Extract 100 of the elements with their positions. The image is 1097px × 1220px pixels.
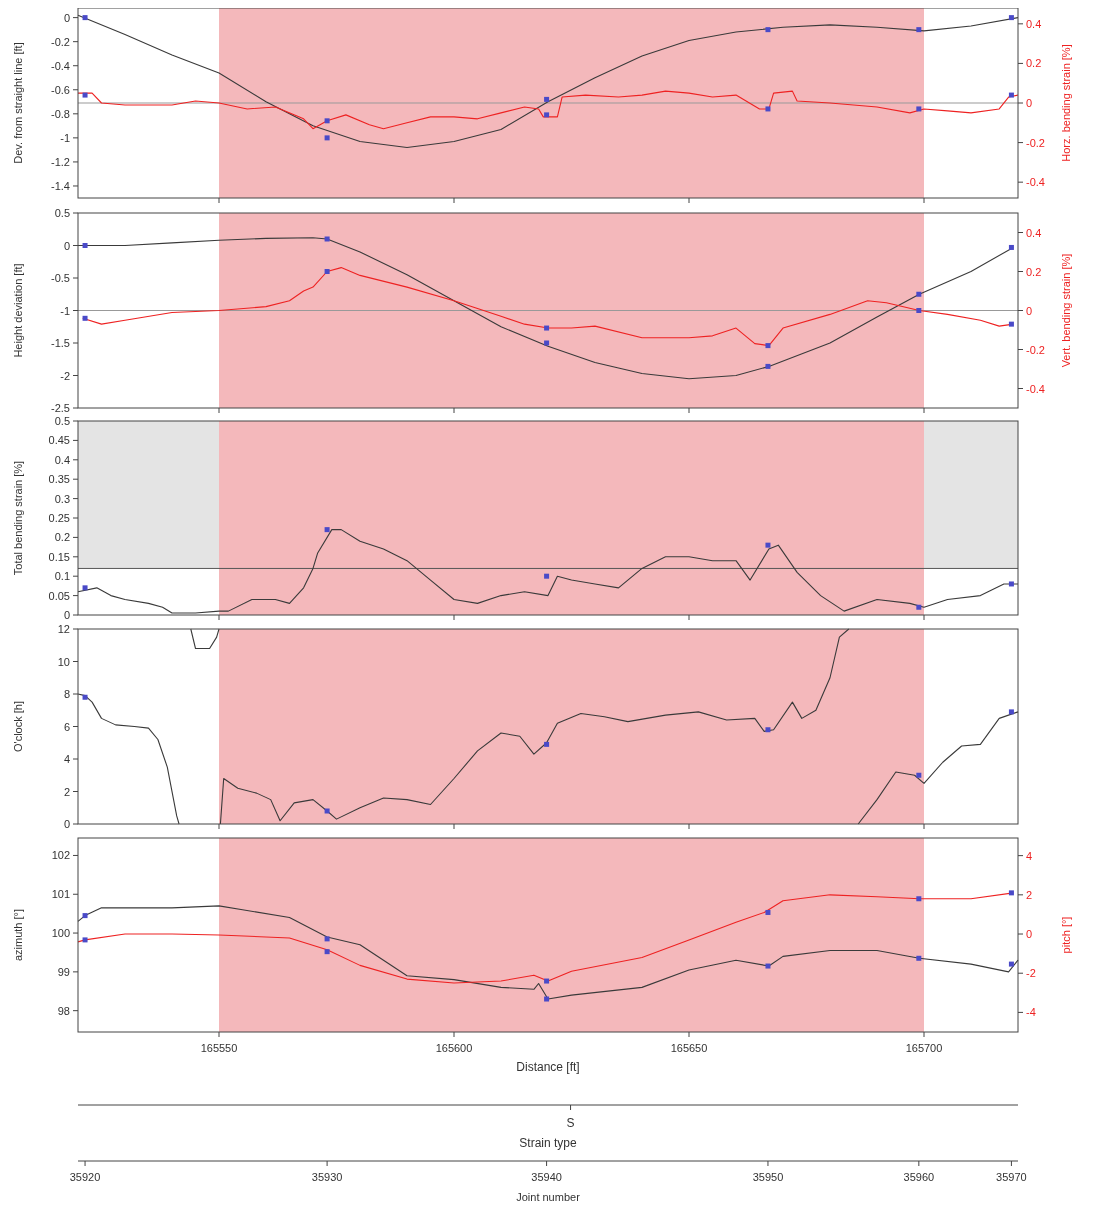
x-tick-label: 165600 (435, 1042, 473, 1054)
y-tick-label: -1.4 (51, 179, 70, 192)
point (765, 27, 771, 33)
annotation: 35920 (69, 1171, 101, 1183)
point (544, 325, 550, 331)
y-tick-label: -0.8 (51, 107, 70, 120)
point (82, 243, 88, 248)
point (324, 949, 330, 955)
point (765, 909, 771, 915)
point (916, 27, 922, 33)
y2-tick-label: 0 (1026, 304, 1033, 317)
x-tick-label: 165650 (670, 1042, 708, 1054)
annotation: S (566, 1116, 575, 1130)
y-tick-label: -1.5 (51, 337, 70, 349)
point (82, 585, 88, 591)
point (544, 112, 550, 118)
annotation: 35940 (531, 1171, 562, 1183)
y-tick-label: 100 (51, 927, 70, 940)
point (916, 308, 922, 313)
y-tick-label: 0.05 (48, 589, 70, 602)
y-tick-label: 8 (63, 688, 70, 700)
y-axis-title: Total bending strain [%] (12, 460, 24, 576)
y2-tick-label: -4 (1026, 1006, 1036, 1019)
y2-tick-label: -0.4 (1026, 176, 1045, 189)
y-tick-label: 0.2 (54, 531, 70, 544)
y-tick-label: -2 (60, 369, 70, 382)
point (765, 727, 771, 733)
point (765, 542, 771, 548)
y-tick-label: 0 (63, 818, 70, 830)
y2-tick-label: 0.4 (1026, 226, 1042, 239)
annotation: 35960 (903, 1171, 935, 1183)
point (82, 92, 88, 98)
point (544, 741, 550, 747)
point (324, 936, 330, 942)
point (1008, 961, 1014, 967)
annotation: 35970 (996, 1171, 1027, 1183)
y-tick-label: 0.4 (54, 453, 70, 466)
text: Strain type (519, 1136, 577, 1150)
point (324, 527, 330, 533)
y2-tick-label: 2 (1026, 888, 1033, 901)
y-tick-label: 0.45 (48, 434, 70, 447)
point (1008, 244, 1014, 250)
y-tick-label: 4 (63, 753, 70, 765)
y-tick-label: 101 (51, 888, 70, 901)
y-tick-label: 0.1 (54, 570, 70, 583)
y-tick-label: 99 (57, 965, 70, 978)
y-tick-label: -1 (60, 131, 70, 144)
y-tick-label: 0.5 (54, 415, 70, 427)
y2-tick-label: 0.2 (1026, 265, 1042, 278)
y-axis-title: Height deviation [ft] (12, 263, 24, 358)
point (916, 604, 922, 610)
point (765, 343, 771, 349)
y-tick-label: 0 (63, 11, 70, 24)
point (324, 269, 330, 274)
point (324, 236, 330, 242)
y-tick-label: -1 (60, 304, 70, 317)
y-tick-label: 2 (63, 785, 70, 798)
y-tick-label: -1.2 (51, 155, 70, 168)
point (82, 694, 88, 700)
annotation: 35930 (311, 1171, 343, 1183)
y-tick-label: 0 (63, 239, 70, 252)
y-tick-label: 102 (51, 849, 70, 862)
x-tick-label: 165700 (905, 1042, 943, 1054)
y-axis-title: O'clock [h] (12, 700, 24, 753)
y-tick-label: -2.5 (51, 402, 70, 414)
y-tick-label: 10 (57, 655, 70, 668)
point (82, 15, 88, 21)
point (916, 291, 922, 297)
y-axis-title: Dev. from straight line [ft] (12, 42, 24, 164)
y-tick-label: -0.6 (51, 83, 70, 96)
point (1008, 709, 1014, 715)
y-axis-title: azimuth [°] (12, 908, 24, 962)
point (82, 937, 88, 943)
y2-tick-label: 0 (1026, 97, 1033, 109)
y2-tick-label: 0 (1026, 928, 1033, 941)
point (544, 573, 550, 579)
y2-tick-label: -2 (1026, 967, 1036, 980)
y2-axis-title: Horz. bending strain [%] (1060, 44, 1072, 162)
point (765, 106, 771, 112)
point (765, 363, 771, 369)
point (82, 913, 88, 919)
y2-axis-title: pitch [°] (1060, 916, 1072, 954)
y-tick-label: 0.25 (48, 512, 70, 524)
y-tick-label: 0.5 (54, 207, 70, 219)
point (324, 135, 330, 141)
annotation: 35950 (752, 1171, 784, 1183)
y-tick-label: 0.15 (48, 550, 70, 563)
point (1008, 321, 1014, 327)
point (324, 118, 330, 124)
point (916, 772, 922, 778)
y-tick-label: -0.2 (51, 35, 70, 48)
y-tick-label: 0.3 (54, 492, 70, 505)
y2-tick-label: 0.4 (1026, 17, 1042, 30)
y-tick-label: -0.4 (51, 59, 70, 72)
y-tick-label: 0 (63, 609, 70, 621)
y2-tick-label: -0.2 (1026, 136, 1045, 149)
y-tick-label: -0.5 (51, 272, 70, 284)
y2-tick-label: -0.4 (1026, 382, 1045, 395)
point (324, 808, 330, 814)
point (1008, 15, 1014, 21)
